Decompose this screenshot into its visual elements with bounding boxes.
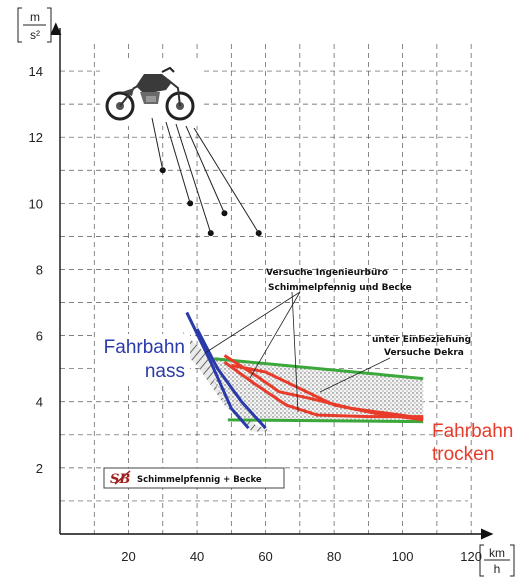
- scatter-points: [159, 167, 262, 237]
- envelope-lines: [214, 357, 424, 424]
- x-tick-label: 100: [392, 549, 414, 564]
- annotation-line-3: unter Einbeziehung: [372, 335, 471, 345]
- leader-lines: [151, 117, 391, 413]
- y-tick-label: 10: [29, 196, 43, 211]
- leader-line: [175, 123, 212, 234]
- series-line-trocken: [223, 360, 424, 419]
- y-tick-label: 4: [36, 395, 43, 410]
- label-fahrbahn-trocken-2: trocken: [432, 444, 494, 465]
- y-tick-label: 6: [36, 329, 43, 344]
- x-tick-label: 120: [460, 549, 482, 564]
- series-line-nass: [185, 311, 250, 430]
- y-tick-label: 2: [36, 461, 43, 476]
- annotation-leader: [291, 291, 299, 413]
- annotation-dekra: unter Einbeziehung Versuche Dekra: [372, 335, 471, 358]
- leader-line: [185, 125, 225, 214]
- label-fahrbahn-nass-1: Fahrbahn: [104, 337, 185, 358]
- series-line-trocken: [231, 363, 424, 422]
- axes: [50, 22, 494, 540]
- y-axis-unit: m s²: [17, 7, 52, 43]
- annotation-leader: [319, 357, 391, 393]
- tick-labels: 20 40 60 80 100 120 2 4 6 8 10 12 14: [29, 64, 482, 564]
- y-tick-label: 8: [36, 262, 43, 277]
- annotation-leader: [249, 291, 301, 379]
- annotation-line-2: Schimmelpfennig und Becke: [268, 283, 412, 293]
- x-tick-label: 40: [190, 549, 204, 564]
- leader-line: [193, 127, 260, 234]
- x-unit-bottom: h: [494, 562, 501, 576]
- annotation-line-4: Versuche Dekra: [384, 348, 464, 358]
- x-tick-label: 80: [327, 549, 341, 564]
- y-unit-top: m: [30, 10, 40, 24]
- envelope-upper: [214, 357, 424, 381]
- leader-line: [151, 117, 164, 171]
- x-tick-label: 60: [258, 549, 272, 564]
- envelope-lower: [227, 418, 424, 424]
- company-logo: SB Schimmelpfennig + Becke: [103, 467, 285, 489]
- series-line-nass: [195, 328, 267, 430]
- x-tick-label: 20: [121, 549, 135, 564]
- logo-text: Schimmelpfennig + Becke: [137, 475, 262, 485]
- x-axis-unit: km h: [479, 544, 515, 577]
- y-tick-label: 14: [29, 64, 43, 79]
- annotation-ingenieurbuero: Versuche Ingenieurbüro Schimmelpfennig u…: [266, 268, 412, 293]
- series-lines: [185, 311, 424, 430]
- y-tick-label: 12: [29, 130, 43, 145]
- y-unit-bottom: s²: [30, 28, 40, 42]
- x-unit-top: km: [489, 546, 505, 560]
- annotation-line-1: Versuche Ingenieurbüro: [266, 268, 388, 278]
- label-fahrbahn-nass-2: nass: [145, 361, 185, 382]
- annotation-leader: [204, 291, 301, 354]
- leader-line: [165, 121, 191, 204]
- label-fahrbahn-trocken-1: Fahrbahn: [432, 421, 513, 442]
- motorcycle-icon: [100, 62, 204, 126]
